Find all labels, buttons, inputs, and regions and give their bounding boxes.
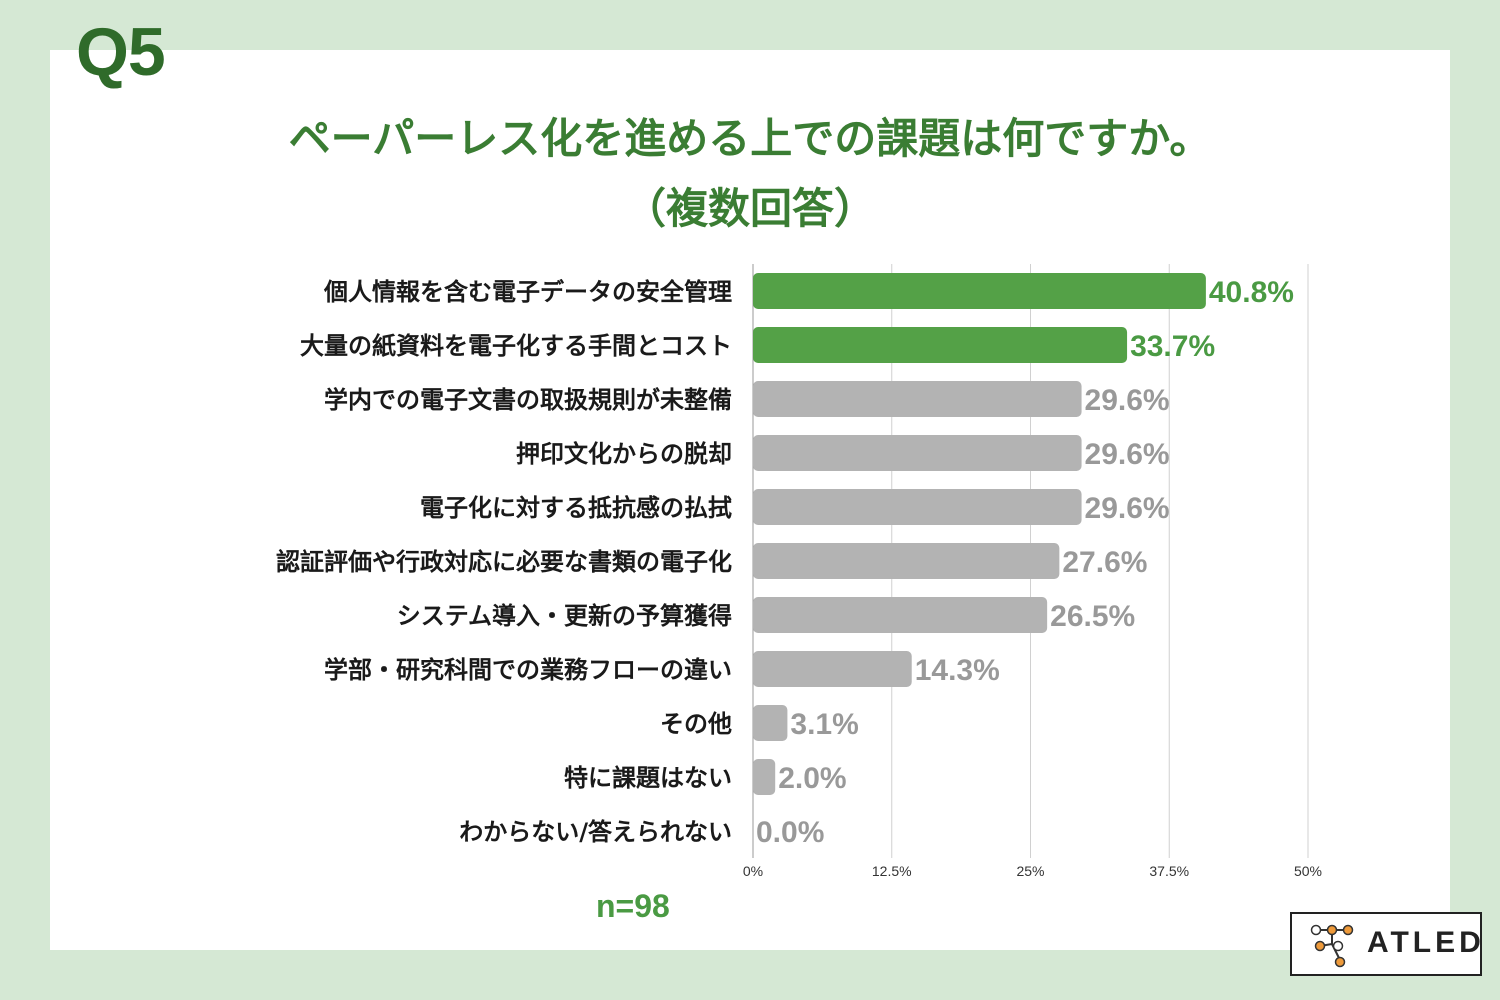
data-label: 29.6% [1085,384,1170,417]
logo-mark-icon [1310,924,1354,968]
x-tick-label: 12.5% [872,863,912,879]
bar [753,489,1082,525]
data-label: 2.0% [778,762,846,795]
chart-title: ペーパーレス化を進める上での課題は何ですか。 [288,114,1212,163]
x-tick-label: 37.5% [1149,863,1189,879]
category-label: 電子化に対する抵抗感の払拭 [420,494,732,522]
category-label: 特に課題はない [564,764,732,792]
data-label: 27.6% [1062,546,1147,579]
data-label: 29.6% [1085,492,1170,525]
category-label: 個人情報を含む電子データの安全管理 [323,278,732,306]
category-label: 大量の紙資料を電子化する手間とコスト [300,332,732,360]
data-label: 0.0% [756,816,824,849]
category-label: 押印文化からの脱却 [516,440,732,468]
bar [753,327,1128,363]
data-label: 3.1% [790,708,858,741]
data-label: 33.7% [1130,330,1215,363]
data-label: 40.8% [1209,276,1294,309]
atled-logo: ATLED [1290,912,1482,976]
bar [753,543,1060,579]
category-label: 学内での電子文書の取扱規則が未整備 [324,386,732,414]
x-tick-label: 25% [1016,863,1044,879]
x-tick-label: 0% [743,863,763,879]
category-label: その他 [660,710,732,738]
question-label: Q5 [76,14,166,90]
category-label: わからない/答えられない [459,818,732,846]
category-label: 学部・研究科間での業務フローの違い [324,656,732,684]
bar [753,705,788,741]
bar [753,759,776,795]
bar [753,381,1082,417]
category-label: 認証評価や行政対応に必要な書類の電子化 [276,548,732,576]
bar [753,651,912,687]
x-tick-label: 50% [1294,863,1322,879]
data-label: 26.5% [1050,600,1135,633]
chart-subtitle: （複数回答） [623,184,876,233]
bar [753,597,1048,633]
chart-panel [50,50,1450,950]
bar [753,435,1082,471]
data-label: 14.3% [915,654,1000,687]
data-label: 29.6% [1085,438,1170,471]
category-label: システム導入・更新の予算獲得 [397,602,732,630]
logo-text: ATLED [1367,926,1485,959]
bar [753,273,1206,309]
sample-size-label: n=98 [596,888,670,924]
